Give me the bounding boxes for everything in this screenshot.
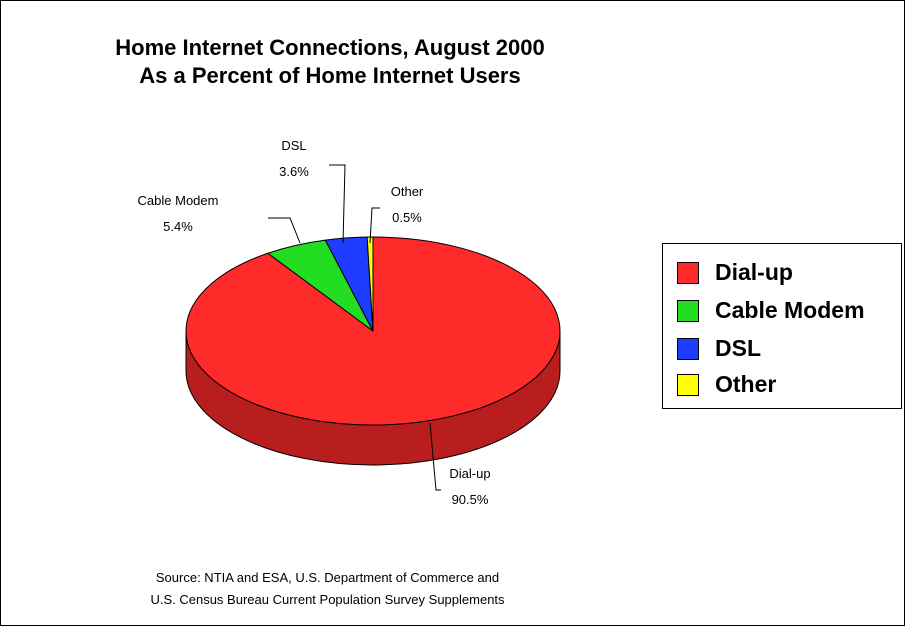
legend-swatch-dsl: [677, 338, 699, 360]
source-line-1: Source: NTIA and ESA, U.S. Department of…: [155, 570, 500, 585]
source-note: Source: NTIA and ESA, U.S. Department of…: [60, 567, 595, 611]
chart-title-block: Home Internet Connections, August 2000 A…: [0, 34, 660, 90]
slice-value-cable-modem: 5.4%: [163, 219, 193, 234]
slice-name-other: Other: [391, 184, 424, 199]
pie-slice-dial-up: [185, 236, 561, 426]
legend-label-other: Other: [715, 371, 777, 397]
source-line-2: U.S. Census Bureau Current Population Su…: [150, 592, 505, 607]
leader-line-dial-up: [429, 422, 441, 491]
legend-label-dsl: DSL: [715, 335, 761, 361]
legend-swatch-other: [677, 374, 699, 396]
slice-name-dsl: DSL: [281, 138, 306, 153]
leader-line-dsl: [329, 164, 346, 244]
legend-swatch-cable-modem: [677, 300, 699, 322]
slice-name-dial-up: Dial-up: [449, 466, 490, 481]
pie-labels: Dial-up 90.5% Cable Modem 5.4% DSL 3.6% Other 0…: [138, 138, 491, 507]
legend: Dial-up Cable Modem DSL Other: [662, 243, 902, 409]
leader-line-other: [369, 207, 380, 244]
legend-swatch-dial-up: [677, 262, 699, 284]
pie-leaders: [268, 164, 441, 491]
legend-label-cable-modem: Cable Modem: [715, 297, 865, 323]
slice-value-dial-up: 90.5%: [452, 492, 489, 507]
slice-name-cable-modem: Cable Modem: [138, 193, 219, 208]
chart-subtitle: As a Percent of Home Internet Users: [139, 63, 521, 88]
legend-label-dial-up: Dial-up: [715, 259, 793, 285]
leader-line-cable-modem: [268, 217, 301, 244]
chart-title: Home Internet Connections, August 2000: [115, 35, 545, 60]
slice-value-dsl: 3.6%: [279, 164, 309, 179]
slice-value-other: 0.5%: [392, 210, 422, 225]
pie-top: [185, 236, 561, 426]
